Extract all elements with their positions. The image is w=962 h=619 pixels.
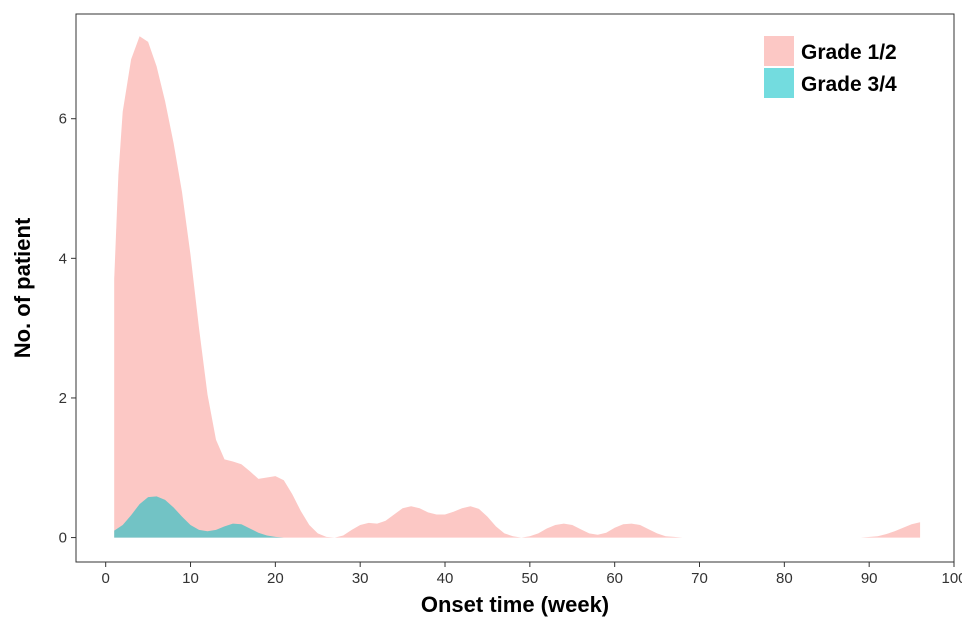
plot-border — [75, 13, 955, 563]
y-tick-label: 6 — [59, 111, 67, 128]
legend-label-2: Grade 3/4 — [801, 73, 897, 96]
series-area-1 — [114, 36, 921, 538]
legend: Grade 1/2 Grade 3/4 — [764, 36, 897, 98]
x-tick-label: 50 — [522, 570, 539, 587]
legend-label-1: Grade 1/2 — [801, 41, 897, 64]
series-areas — [114, 36, 921, 538]
x-tick-label: 100 — [941, 570, 962, 587]
x-tick-label: 80 — [776, 570, 793, 587]
y-axis: 0 2 4 6 — [59, 111, 76, 547]
y-tick-label: 4 — [59, 250, 67, 267]
series-area-2 — [114, 496, 293, 538]
x-tick-label: 30 — [352, 570, 369, 587]
x-tick-label: 60 — [606, 570, 623, 587]
y-tick-label: 0 — [59, 530, 67, 547]
x-tick-label: 20 — [267, 570, 284, 587]
legend-swatch-1 — [764, 36, 794, 66]
y-tick-label: 2 — [59, 390, 67, 407]
x-axis: 0 10 20 30 40 50 60 70 80 90 100 — [102, 562, 962, 587]
y-axis-label: No. of patient — [10, 217, 35, 358]
x-axis-label: Onset time (week) — [421, 592, 609, 617]
x-tick-label: 0 — [102, 570, 110, 587]
x-tick-label: 40 — [437, 570, 454, 587]
legend-swatch-2 — [764, 68, 794, 98]
plot-frame — [75, 13, 955, 563]
x-tick-label: 90 — [861, 570, 878, 587]
x-tick-label: 70 — [691, 570, 708, 587]
x-tick-label: 10 — [182, 570, 199, 587]
